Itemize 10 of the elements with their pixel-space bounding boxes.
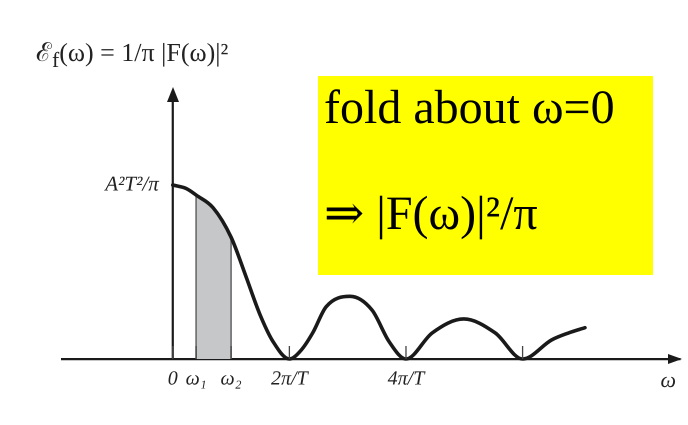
annotation: ⇒ |F(ω)|²/π xyxy=(324,186,538,242)
text: fold about ω=0 xyxy=(324,80,615,136)
x-tick-label: 0 xyxy=(168,367,178,390)
x-tick-label: 2π/T xyxy=(271,367,310,390)
x-tick-label: ω₂ xyxy=(220,367,242,390)
x-tick-label: 4π/T xyxy=(388,367,426,390)
y-axis-title: ℰ$_{f}$(ω) = 1/π |F(ω)|² xyxy=(36,38,228,74)
x-tick-label: ω₁ xyxy=(186,367,207,390)
annotation: A²T²/π xyxy=(103,172,160,196)
x-axis-title: ω xyxy=(660,366,676,392)
